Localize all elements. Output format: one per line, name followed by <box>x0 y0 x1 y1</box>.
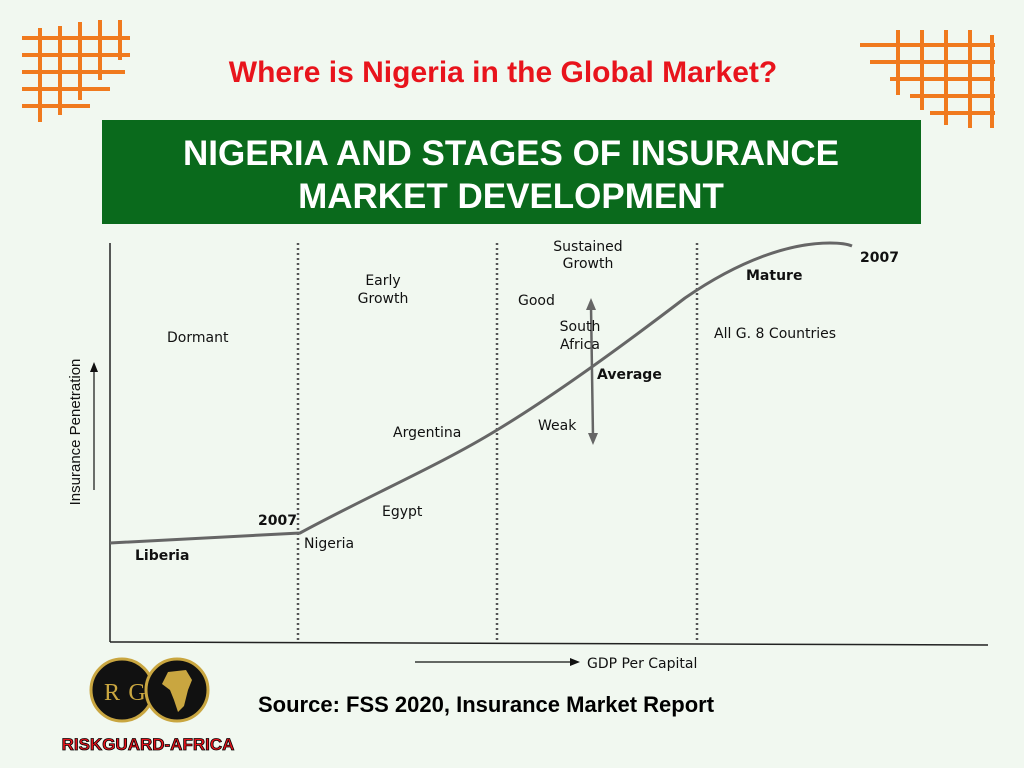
label: Africa <box>560 337 600 353</box>
label: Good <box>518 293 555 309</box>
stage-label: Growth <box>563 256 614 272</box>
development-curve <box>109 241 853 545</box>
label: Argentina <box>393 425 461 441</box>
banner <box>102 120 921 224</box>
decoration-left <box>22 20 130 122</box>
label: Egypt <box>382 504 423 520</box>
arrow-head <box>90 362 98 372</box>
label: Nigeria <box>304 536 354 552</box>
y-axis-label: Insurance Penetration <box>67 359 84 506</box>
decoration-right <box>860 30 995 128</box>
label: South <box>560 319 601 335</box>
label: 2007 <box>860 250 899 266</box>
logo-initial: R <box>104 680 120 706</box>
slide-title: Where is Nigeria in the Global Market? <box>229 56 777 89</box>
label: Weak <box>538 418 577 434</box>
banner-line: NIGERIA AND STAGES OF INSURANCE <box>183 134 839 173</box>
banner-line: MARKET DEVELOPMENT <box>298 177 724 216</box>
x-axis <box>109 641 989 646</box>
stage-label: Sustained <box>553 239 622 255</box>
logo: R G RISKGUARD-AFRICA <box>61 657 235 754</box>
label: Average <box>597 367 662 383</box>
logo-name: RISKGUARD-AFRICA <box>62 735 235 754</box>
diagram: Insurance Penetration GDP Per Capital Do… <box>67 239 989 672</box>
label: 2007 <box>258 513 297 529</box>
arrow-head <box>586 298 596 310</box>
logo-initial: G <box>128 680 145 706</box>
stage-label: Mature <box>746 268 802 284</box>
stage-label: Early <box>365 273 400 289</box>
source: Source: FSS 2020, Insurance Market Repor… <box>258 692 715 717</box>
x-axis-label: GDP Per Capital <box>587 656 697 672</box>
stage-label: Dormant <box>167 330 229 346</box>
stage-label: Growth <box>358 291 409 307</box>
arrow-head <box>588 433 598 445</box>
arrow-head <box>570 658 580 666</box>
label: Liberia <box>135 548 189 564</box>
label: All G. 8 Countries <box>714 326 836 342</box>
africa-icon <box>162 670 192 712</box>
range-arrow <box>589 305 595 438</box>
